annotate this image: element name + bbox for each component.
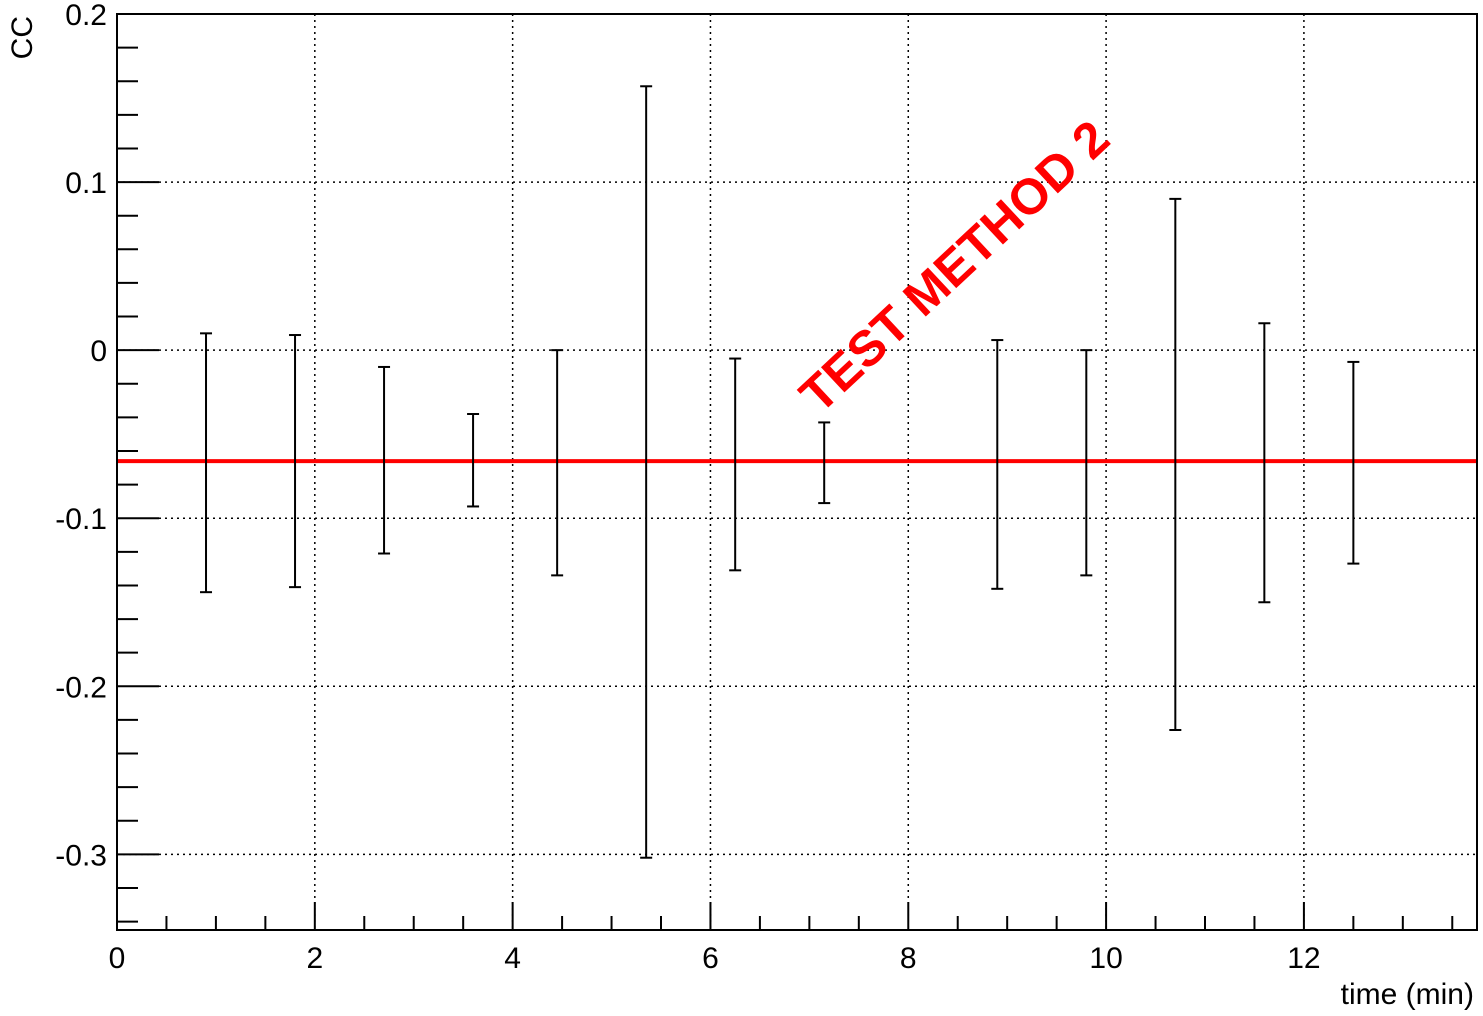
error-bar bbox=[991, 339, 1004, 590]
x-tick-label: 0 bbox=[109, 942, 126, 975]
x-tick-label: 12 bbox=[1287, 942, 1320, 975]
error-bar bbox=[200, 332, 213, 594]
error-bar bbox=[1169, 197, 1182, 731]
tick-labels: 0 2 4 6 8 10 12 -0.3 -0.2 -0.1 0 0.1 0.2 bbox=[55, 0, 1320, 975]
error-bar bbox=[1258, 322, 1271, 604]
y-tick-label: 0.2 bbox=[65, 0, 107, 32]
error-bar bbox=[1347, 360, 1360, 565]
y-tick-label: 0.1 bbox=[65, 167, 107, 200]
y-axis-title: CC bbox=[6, 16, 39, 59]
y-tick-label: -0.3 bbox=[55, 839, 107, 872]
error-bar bbox=[729, 357, 742, 572]
y-tick-label: 0 bbox=[90, 335, 107, 368]
y-tick-label: -0.2 bbox=[55, 671, 107, 704]
error-bars bbox=[200, 85, 1360, 859]
y-tick-label: -0.1 bbox=[55, 503, 107, 536]
test-method-annotation: TEST METHOD 2 bbox=[789, 110, 1120, 424]
error-bar bbox=[551, 349, 564, 577]
x-tick-label: 2 bbox=[306, 942, 323, 975]
axis-ticks bbox=[116, 13, 1454, 930]
x-axis-title: time (min) bbox=[1341, 978, 1474, 1011]
plot-frame bbox=[116, 13, 1478, 931]
x-tick-label: 10 bbox=[1089, 942, 1122, 975]
error-bar bbox=[289, 334, 302, 589]
x-tick-label: 4 bbox=[504, 942, 521, 975]
error-bar bbox=[1080, 349, 1093, 577]
error-bar bbox=[467, 413, 480, 508]
error-bar bbox=[818, 421, 831, 505]
x-tick-label: 6 bbox=[702, 942, 719, 975]
grid bbox=[117, 14, 1477, 930]
error-bar bbox=[378, 365, 391, 555]
error-bar bbox=[640, 85, 653, 859]
x-tick-label: 8 bbox=[900, 942, 917, 975]
